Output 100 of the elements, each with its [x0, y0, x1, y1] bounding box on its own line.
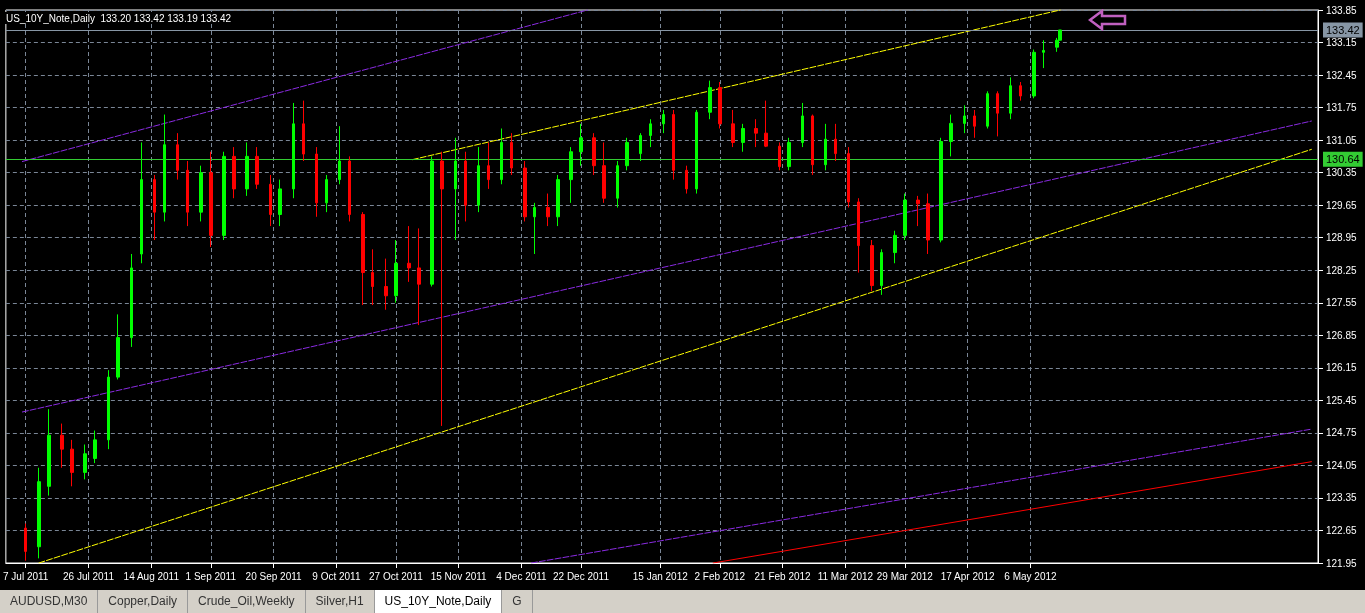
candlestick	[824, 123, 827, 171]
ref-line-label: 130.64	[1326, 153, 1360, 166]
x-tick-label: 4 Dec 2011	[496, 570, 548, 582]
candlestick	[222, 151, 226, 241]
candlestick	[996, 90, 999, 137]
candlestick	[801, 102, 804, 148]
candlestick	[616, 160, 619, 208]
candlestick	[70, 439, 74, 487]
candlestick	[430, 155, 434, 287]
candlestick	[394, 239, 398, 304]
candlestick	[625, 137, 629, 171]
candlestick	[685, 165, 688, 195]
candlestick	[1032, 49, 1036, 99]
candlestick	[371, 248, 374, 306]
candlestick	[893, 230, 897, 264]
candlestick	[325, 174, 328, 213]
candlestick	[787, 137, 791, 171]
candlestick	[731, 109, 735, 148]
candlestick	[662, 109, 665, 134]
candlestick	[500, 128, 503, 185]
candlestick	[1019, 81, 1022, 102]
candlestick	[83, 444, 87, 480]
candlestick	[754, 118, 758, 148]
y-tick-label: 132.45	[1326, 69, 1358, 81]
candlestick	[60, 423, 64, 469]
candlestick	[834, 123, 837, 162]
y-tick-label: 131.05	[1326, 134, 1358, 146]
y-tick-label: 133.85	[1326, 4, 1358, 16]
candlestick	[116, 313, 120, 380]
candlestick	[510, 132, 513, 176]
candlestick	[649, 118, 652, 148]
candlestick	[916, 195, 920, 227]
candlestick	[24, 523, 27, 562]
candlestick	[569, 146, 573, 204]
candlestick	[672, 109, 675, 181]
candlestick	[477, 146, 480, 213]
y-tick-label: 123.35	[1326, 492, 1358, 504]
candlestick	[315, 146, 318, 218]
candlestick	[939, 137, 943, 243]
candlestick	[880, 248, 883, 296]
candlestick	[348, 155, 351, 222]
candlestick	[926, 193, 930, 255]
text: Silver,H1	[305, 590, 375, 613]
candlestick	[130, 253, 133, 348]
x-tick-label: 15 Jan 2012	[632, 570, 689, 582]
y-tick-label: 128.25	[1326, 264, 1358, 276]
candlestick	[199, 165, 203, 222]
candlestick	[546, 193, 550, 227]
candlestick	[186, 160, 189, 227]
y-tick-label: 122.65	[1326, 524, 1358, 536]
candlestick	[269, 174, 272, 227]
candlestick	[384, 258, 388, 311]
text: Crude_Oil,Weekly	[188, 590, 306, 613]
candlestick	[338, 125, 341, 185]
y-tick-label: 130.35	[1326, 167, 1358, 179]
candlestick	[407, 225, 411, 283]
candlestick	[37, 467, 41, 559]
candlestick	[986, 90, 989, 129]
candlestick	[232, 146, 236, 199]
y-tick-label: 131.75	[1326, 102, 1358, 114]
candlestick	[278, 179, 282, 227]
x-tick-label: 1 Sep 2011	[185, 570, 237, 582]
ref-line-label: 133.42	[1326, 23, 1360, 36]
y-tick-label: 124.05	[1326, 459, 1358, 471]
x-tick-label: 20 Sep 2011	[245, 570, 303, 582]
candlestick	[778, 141, 781, 171]
x-tick-label: 17 Apr 2012	[940, 570, 996, 582]
candlestick	[592, 132, 596, 176]
candlestick	[47, 408, 51, 497]
candlestick	[857, 197, 860, 274]
candlestick	[903, 193, 907, 241]
text: Copper,Daily	[98, 590, 189, 613]
y-tick-label: 127.55	[1326, 297, 1358, 309]
candlestick	[153, 174, 156, 241]
x-tick-label: 9 Oct 2011	[312, 570, 361, 582]
x-tick-label: 14 Aug 2011	[123, 570, 180, 582]
candlestick	[93, 430, 97, 464]
candlestick	[764, 100, 768, 148]
candlestick	[579, 123, 583, 167]
candlestick	[963, 104, 966, 134]
chart-title: US_10Y_Note,Daily 133.20 133.42 133.19 133.42	[6, 12, 232, 24]
candlestick	[523, 160, 527, 222]
candlestick	[292, 102, 295, 199]
y-tick-label: 124.75	[1326, 427, 1358, 439]
x-tick-label: 26 Jul 2011	[63, 570, 115, 582]
y-tick-label: 128.95	[1326, 232, 1358, 244]
candlestick	[245, 141, 249, 197]
candlestick	[870, 239, 874, 292]
candlestick	[417, 227, 421, 326]
candlestick	[949, 114, 953, 157]
x-tick-label: 15 Nov 2011	[430, 570, 488, 582]
text: G	[502, 590, 533, 613]
candlestick	[556, 174, 560, 227]
x-tick-label: 11 Mar 2012	[817, 570, 874, 582]
candlestick	[718, 81, 722, 129]
x-tick-label: 6 May 2012	[1004, 570, 1058, 582]
y-tick-label: 126.15	[1326, 362, 1358, 374]
candlestick	[811, 114, 814, 176]
candlestick	[454, 137, 457, 241]
x-tick-label: 27 Oct 2011	[369, 570, 424, 582]
